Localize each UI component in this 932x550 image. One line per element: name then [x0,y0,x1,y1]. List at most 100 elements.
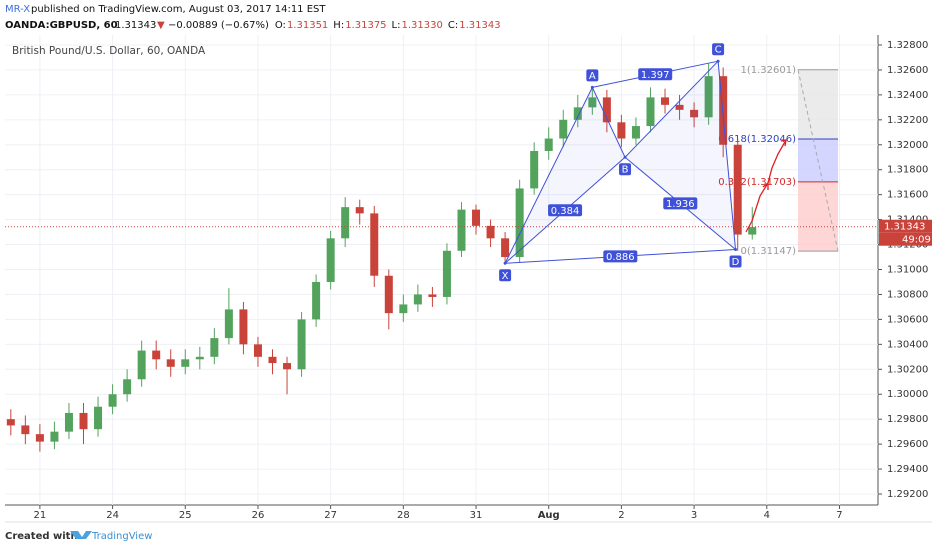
y-tick-label: 1.31000 [887,265,928,276]
candle-body [631,126,640,139]
candle-body [442,250,451,297]
x-tick-label: 3 [691,510,697,521]
last-price-label: 1.31343 [884,222,925,233]
x-tick-label: 4 [764,510,770,521]
pattern-point-label: X [502,271,509,282]
ohlc-label: H: [333,20,344,31]
last-price-box [879,219,932,233]
candle-body [239,309,248,345]
candle-body [6,419,15,426]
candle-body [384,275,393,314]
candle-body [166,359,175,367]
fib-zone [798,69,838,140]
candle-body [152,350,161,360]
candle-body [268,356,277,364]
x-tick-label: 27 [324,510,337,521]
candle-body [748,227,757,235]
ohlc-value: 1.31330 [402,20,443,31]
candle-body [370,213,379,276]
candle-body [79,412,88,430]
x-tick-label: 7 [836,510,842,521]
pattern-point-box [712,43,725,56]
pattern-vertex [623,155,627,159]
pattern-point-box [586,69,599,82]
candle-body [486,225,495,239]
ratio-label: 1.936 [666,199,695,210]
candle-body [297,319,306,370]
candle-body [341,207,350,239]
y-tick-label: 1.30400 [887,339,928,350]
footer-brand[interactable]: TradingView [91,531,152,542]
grid [5,35,878,505]
y-tick-label: 1.32000 [887,140,928,151]
y-tick-label: 1.31600 [887,190,928,201]
x-tick-label: 31 [470,510,483,521]
ratio-label: 1.397 [641,70,670,81]
candle-body [719,76,728,145]
candle-body [210,338,219,357]
candle-body [283,363,292,370]
candle-body [35,434,44,442]
fib-label: 0(1.31147) [740,246,796,257]
pattern-vertex [590,85,594,89]
pattern-fill [625,61,736,250]
candle-body [501,238,510,258]
candle-body [602,97,611,123]
y-tick-label: 1.29600 [887,439,928,450]
x-tick-label: 28 [397,510,410,521]
candle-body [399,304,408,314]
arrow: ▼ [157,20,165,31]
fib-diagonal [797,69,839,252]
candle-body [355,207,364,214]
x-tick-label: 25 [179,510,192,521]
candle-body [253,344,262,357]
arrow-head [762,181,769,190]
y-tick-label: 1.32800 [887,40,928,51]
ohlc-label: C: [448,20,458,31]
pattern-line [624,60,719,158]
pattern-point-label: D [732,257,740,268]
y-tick-label: 1.30600 [887,314,928,325]
candle-body [181,359,190,367]
pattern-point-label: A [589,71,596,82]
ratio-box [663,197,698,210]
candle-body [733,144,742,235]
candle-body [661,97,670,105]
fib-label: 0.382(1.31703) [718,177,796,188]
ratio-box [548,204,583,217]
pattern-point-box [619,163,632,176]
author[interactable]: MR-X [5,4,30,15]
countdown-box [879,232,932,246]
candles [6,63,757,452]
x-tick-label: 24 [106,510,119,521]
y-tick-label: 1.29400 [887,464,928,475]
candle-body [137,350,146,380]
candle-body [646,97,655,127]
candle-body [515,188,524,258]
candle-body [64,412,73,432]
ratio-box [638,68,673,81]
ohlc-value: 1.31375 [345,20,386,31]
fib-zone [798,181,838,252]
chart-title: British Pound/U.S. Dollar, 60, OANDA [12,45,206,57]
ratio-label: 0.886 [606,252,635,263]
candle-body [675,104,684,110]
pattern-point-box [729,255,742,268]
candle-body [472,209,481,226]
pattern-line [717,61,737,250]
pattern-vertex [503,261,507,265]
candle-body [326,238,335,282]
candle-body [413,294,422,305]
candle-body [94,406,103,430]
y-tick-label: 1.32200 [887,115,928,126]
candle-body [457,209,466,251]
footer-logo [70,531,92,539]
ohlc-label: L: [392,20,401,31]
y-tick-label: 1.32600 [887,65,928,76]
countdown: 49:09 [902,235,931,246]
pattern-line [591,87,626,158]
footer-created: Created with [5,531,78,542]
ohlc-value: 1.31343 [459,20,500,31]
